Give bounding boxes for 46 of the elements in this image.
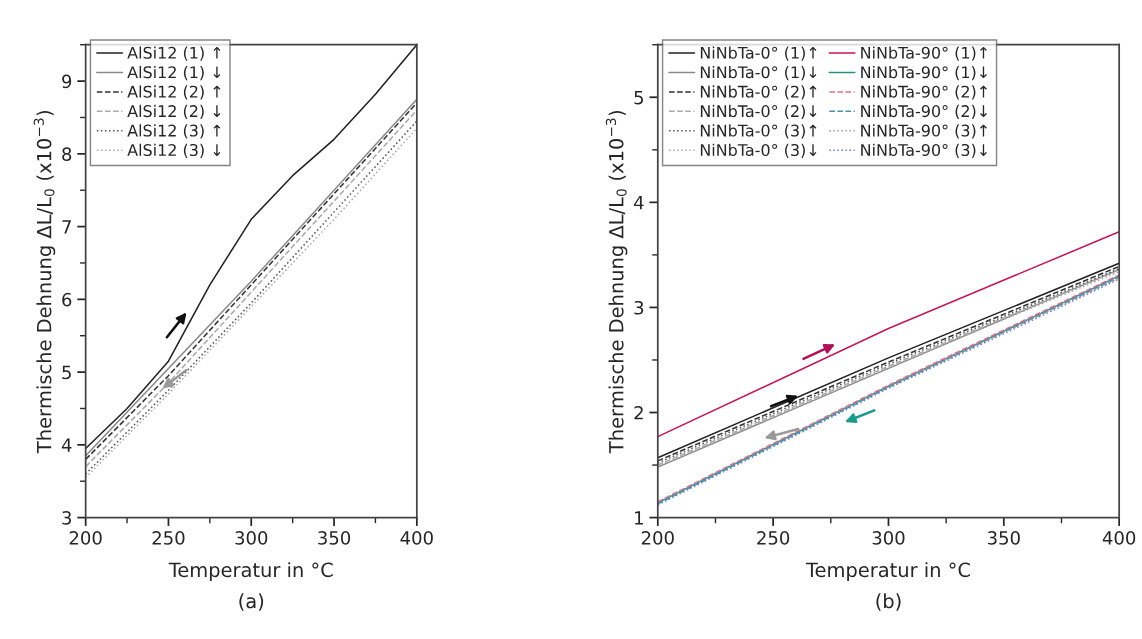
legend-label: AlSi12 (2) ↓: [127, 104, 221, 120]
y-tick-label: 4: [633, 196, 644, 210]
y-tick-label: 9: [62, 74, 72, 89]
legend-label: NiNbTa-90° (2)↓: [861, 104, 987, 120]
legend-label: AlSi12 (1) ↑: [127, 46, 221, 61]
legend-label: NiNbTa-0° (2)↑: [700, 85, 817, 100]
x-axis-title: Temperatur in °C: [805, 562, 970, 581]
x-tick-label: 400: [1102, 531, 1136, 545]
x-tick-label: 400: [400, 531, 433, 545]
y-tick-label: 5: [62, 365, 71, 380]
x-tick-label: 200: [641, 531, 674, 545]
y-tick-label: 4: [61, 438, 72, 452]
x-axis-title: Temperatur in °C: [168, 562, 333, 581]
text: (b): [876, 593, 901, 611]
legend-label: AlSi12 (3) ↑: [127, 124, 221, 139]
legend-label: AlSi12 (2) ↑: [127, 85, 221, 100]
y-tick-label: 8: [62, 147, 72, 161]
x-tick-label: 200: [69, 531, 102, 545]
text: (a): [239, 593, 264, 611]
legend-label: NiNbTa-0° (2)↓: [700, 104, 817, 120]
legend-label: NiNbTa-90° (3)↑: [861, 124, 987, 139]
y-tick-label: 5: [634, 90, 644, 105]
legend-label: NiNbTa-0° (1)↑: [700, 46, 817, 61]
legend-label: NiNbTa-90° (1)↓: [861, 65, 987, 81]
y-tick-label: 7: [62, 220, 71, 234]
x-tick-label: 350: [318, 531, 351, 545]
y-axis-title: Thermische Dehnung ΔL/L$_{0}$ (x10$^{−3}$): [33, 110, 56, 454]
x-tick-label: 250: [757, 531, 790, 545]
x-tick-label: 300: [872, 531, 905, 545]
legend-label: NiNbTa-90° (3)↓: [861, 143, 987, 158]
legend-label: AlSi12 (1) ↓: [127, 65, 221, 81]
x-tick-label: 300: [235, 531, 268, 545]
legend-label: NiNbTa-0° (1)↓: [700, 65, 817, 81]
legend-label: AlSi12 (3) ↓: [127, 143, 221, 158]
y-tick-label: 3: [62, 511, 72, 525]
y-tick-label: 1: [635, 511, 643, 525]
y-tick-label: 6: [62, 292, 72, 307]
y-tick-label: 3: [634, 300, 644, 315]
y-tick-label: 2: [634, 405, 643, 420]
x-tick-label: 250: [152, 531, 185, 545]
legend-label: NiNbTa-90° (1)↑: [861, 46, 987, 61]
legend-label: NiNbTa-90° (2)↑: [861, 85, 987, 100]
y-axis-title: Thermische Dehnung ΔL/L$_{0}$ (x10$^{−3}$): [605, 110, 628, 454]
x-tick-label: 350: [987, 531, 1020, 545]
legend-label: NiNbTa-0° (3)↑: [700, 124, 817, 139]
legend-label: NiNbTa-0° (3)↓: [700, 143, 817, 158]
